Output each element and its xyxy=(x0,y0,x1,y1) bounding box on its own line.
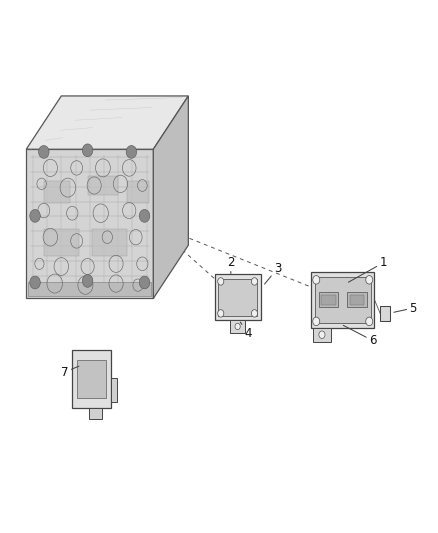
Bar xyxy=(88,176,118,195)
Text: 7: 7 xyxy=(61,366,79,378)
Bar xyxy=(127,181,149,203)
Text: 6: 6 xyxy=(343,325,377,347)
Bar xyxy=(380,306,390,321)
Circle shape xyxy=(82,274,93,287)
Text: 1: 1 xyxy=(349,256,387,282)
Bar xyxy=(315,277,371,323)
Bar xyxy=(347,292,367,307)
Circle shape xyxy=(126,146,137,158)
Polygon shape xyxy=(26,96,188,149)
Bar xyxy=(28,282,151,296)
Circle shape xyxy=(218,310,224,317)
Bar xyxy=(230,320,245,333)
Bar xyxy=(77,360,106,398)
Circle shape xyxy=(366,317,373,326)
Text: 5: 5 xyxy=(394,302,417,314)
Text: 4: 4 xyxy=(240,322,252,340)
Bar xyxy=(319,292,338,307)
Circle shape xyxy=(30,276,40,289)
Bar xyxy=(44,229,79,256)
Polygon shape xyxy=(153,96,188,298)
Circle shape xyxy=(366,276,373,284)
Bar xyxy=(72,350,111,408)
Bar xyxy=(111,378,117,402)
Circle shape xyxy=(139,209,150,222)
Polygon shape xyxy=(26,149,153,298)
Circle shape xyxy=(218,278,224,285)
Bar xyxy=(313,328,331,342)
Circle shape xyxy=(313,317,320,326)
Circle shape xyxy=(235,323,240,329)
Circle shape xyxy=(82,144,93,157)
Circle shape xyxy=(251,310,258,317)
Circle shape xyxy=(30,209,40,222)
Bar xyxy=(311,272,374,328)
Bar xyxy=(89,408,102,419)
Circle shape xyxy=(319,331,325,338)
Bar xyxy=(321,295,336,305)
Circle shape xyxy=(139,276,150,289)
Text: 2: 2 xyxy=(227,256,235,273)
Circle shape xyxy=(313,276,320,284)
Bar xyxy=(350,295,364,305)
Bar xyxy=(215,274,261,320)
Circle shape xyxy=(39,146,49,158)
Bar xyxy=(92,229,127,256)
Text: 3: 3 xyxy=(265,262,281,284)
Circle shape xyxy=(251,278,258,285)
Bar xyxy=(44,181,70,203)
Bar xyxy=(218,279,257,316)
